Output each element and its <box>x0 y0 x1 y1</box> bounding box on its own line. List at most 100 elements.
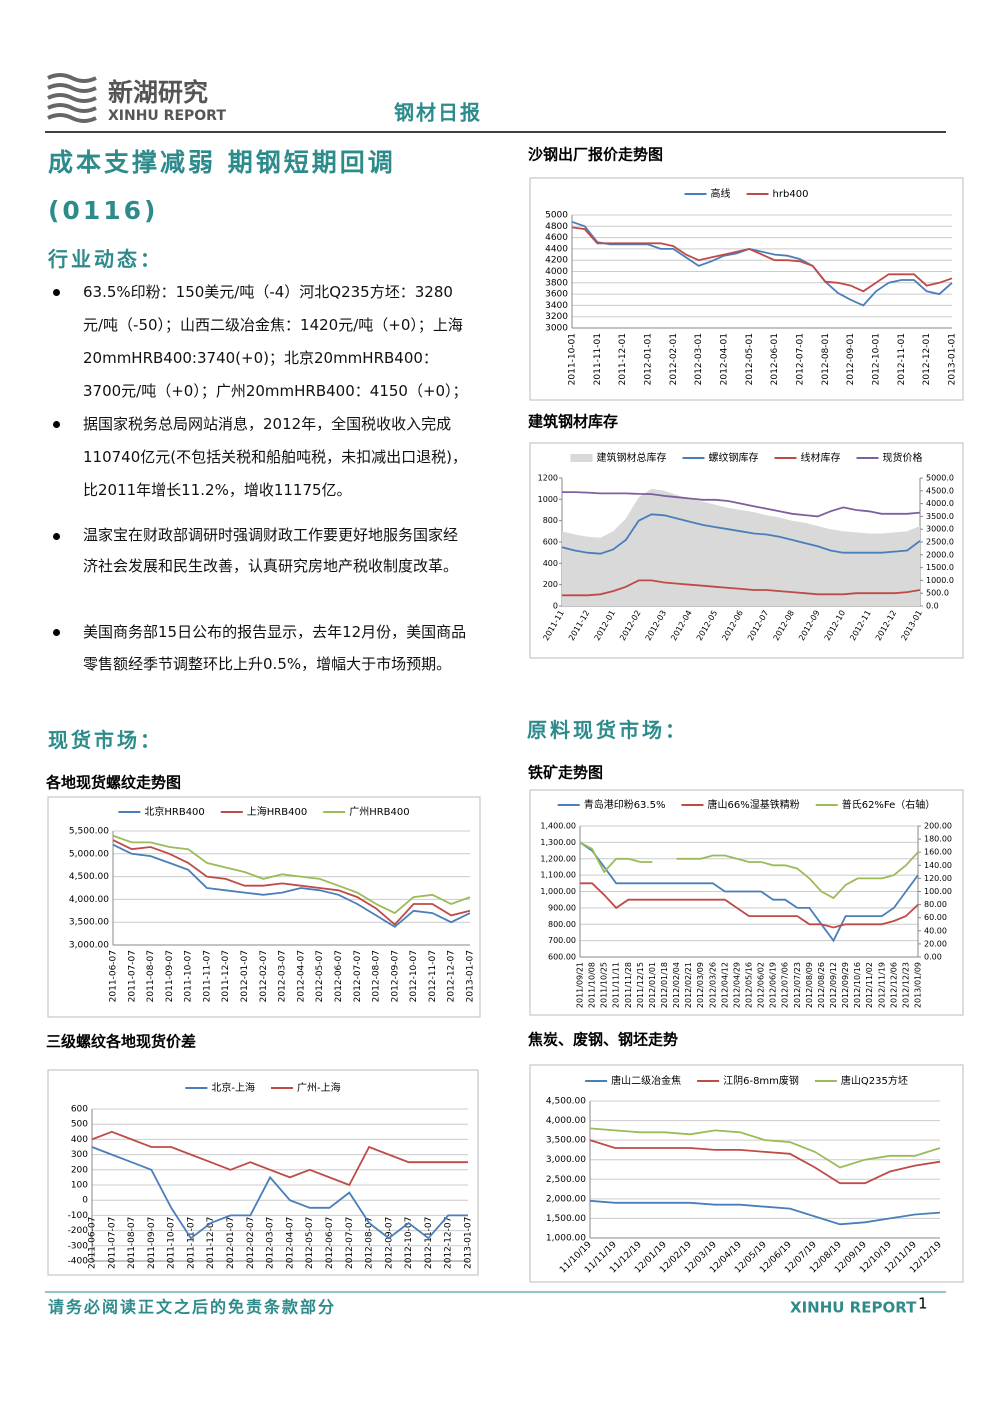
y2-tick-label: 120.00 <box>924 874 952 883</box>
y-tick-label: 600.00 <box>548 953 576 962</box>
series-line <box>561 513 921 555</box>
legend-label: 唐山Q235方坯 <box>841 1074 908 1087</box>
x-tick-label: 2011-12-07 <box>206 1217 216 1269</box>
y-tick-label: 1,300.00 <box>540 838 576 847</box>
legend-label: 线材库存 <box>801 451 841 464</box>
x-tick-label: 2012-01-07 <box>240 950 250 1002</box>
y-tick-label: 300 <box>71 1150 88 1160</box>
legend-label: 普氏62%Fe（右轴） <box>842 798 936 811</box>
chart-frame <box>529 1064 964 1283</box>
y-tick-label: 3,000.00 <box>546 1155 586 1165</box>
y-tick-label: 3400 <box>545 301 568 311</box>
series-line <box>91 1130 468 1187</box>
x-tick-label: 2012-01-07 <box>226 1217 236 1269</box>
x-tick-label: 2012-11-01 <box>897 333 907 385</box>
x-tick-label: 2013-01-07 <box>466 950 476 1002</box>
x-tick-label: 2012-02-07 <box>246 1217 256 1269</box>
x-tick-label: 2012/09/29 <box>841 962 850 1008</box>
y-tick-label: 4,500.00 <box>546 1097 586 1107</box>
y-tick-label: -100 <box>68 1211 89 1221</box>
x-tick-label: 2012/12/23 <box>901 962 910 1008</box>
x-tick-label: 2011-06-07 <box>109 950 119 1002</box>
series-line <box>112 839 471 926</box>
y2-tick-label: 2500.0 <box>926 538 954 547</box>
chart-title: 各地现货螺纹走势图 <box>45 774 181 792</box>
series-line <box>579 841 919 900</box>
legend-label: 广州HRB400 <box>349 806 409 818</box>
y2-tick-label: 140.00 <box>924 861 952 870</box>
y-tick-label: -400 <box>68 1257 89 1267</box>
chart-frame <box>47 1069 479 1276</box>
legend: 北京-上海 广州-上海 <box>185 1081 341 1094</box>
series-line <box>579 841 919 943</box>
x-tick-label: 2011-08-07 <box>127 1217 137 1269</box>
x-tick-label: 2012-03-01 <box>694 333 704 385</box>
chart-title: 建筑钢材库存 <box>528 413 618 431</box>
x-tick-label: 2012/02/21 <box>684 962 693 1008</box>
legend-label: 广州-上海 <box>297 1081 341 1094</box>
y2-tick-label: 500.0 <box>926 589 949 598</box>
x-tick-label: 2011-11-07 <box>202 950 212 1002</box>
x-tick-label: 2012-01-01 <box>644 333 654 385</box>
x-tick-label: 2012-10-01 <box>872 333 882 385</box>
x-tick-label: 2012/03/26 <box>708 962 717 1008</box>
y-tick-label: 400 <box>543 559 558 568</box>
y2-tick-label: 60.00 <box>924 913 947 922</box>
y2-tick-label: 2000.0 <box>926 550 954 559</box>
y-tick-label: 1,000.00 <box>546 1234 586 1244</box>
x-tick-label: 2012-04-01 <box>720 333 730 385</box>
y2-tick-label: 200.00 <box>924 822 952 831</box>
y-tick-label: -200 <box>68 1226 89 1236</box>
x-tick-label: 2012-05-07 <box>305 1217 315 1269</box>
x-tick-label: 2012-03-07 <box>278 950 288 1002</box>
logo-mark <box>47 73 97 123</box>
bullet: 据国家税务总局网站消息，2012年，全国税收收入完成110740亿元(不包括关税… <box>48 408 468 507</box>
x-tick-label: 2012-04-07 <box>296 950 306 1002</box>
y-tick-label: 500 <box>71 1120 88 1130</box>
series-line <box>589 1127 941 1169</box>
y2-tick-label: 100.00 <box>924 887 952 896</box>
x-tick-label: 2011-07-07 <box>127 950 137 1002</box>
x-tick-label: 2012/06/02 <box>757 962 766 1008</box>
legend-label: 青岛港印粉63.5% <box>584 798 666 811</box>
footer-brand: XINHU REPORT <box>790 1299 917 1317</box>
bullet: 63.5%印粉：150美元/吨（-4）河北Q235方坯：3280元/吨（-50）… <box>48 276 468 408</box>
x-tick-label: 2011-10-07 <box>167 1217 177 1269</box>
x-tick-label: 2012-06-07 <box>325 1217 335 1269</box>
legend-label: 北京-上海 <box>211 1081 255 1094</box>
x-tick-label: 2012/07/06 <box>781 962 790 1008</box>
y-tick-label: 2,500.00 <box>546 1175 586 1185</box>
y-tick-label: 4,000.00 <box>546 1116 586 1126</box>
x-tick-label: 2012-07-07 <box>353 950 363 1002</box>
section-heading: 行业动态： <box>48 247 163 271</box>
y2-tick-label: 3500.0 <box>926 512 954 521</box>
headline: 成本支撑减弱 期钢短期回调 <box>48 148 396 177</box>
x-tick-label: 2011-08-07 <box>146 950 156 1002</box>
x-tick-label: 2012-08-07 <box>365 1217 375 1269</box>
x-tick-label: 2011-10-07 <box>184 950 194 1002</box>
logo-en: XINHU REPORT <box>108 108 226 124</box>
x-tick-label: 2012/03/09 <box>696 962 705 1008</box>
y-tick-label: 0 <box>553 602 558 611</box>
chart-title: 焦炭、废钢、钢坯走势 <box>527 1031 678 1049</box>
x-tick-label: 2012-10-07 <box>404 1217 414 1269</box>
y-tick-label: 3,000.00 <box>69 941 109 951</box>
y-tick-label: 1,000.00 <box>540 887 576 896</box>
x-tick-label: 2012-09-01 <box>846 333 856 385</box>
legend-label: 建筑钢材总库存 <box>597 451 667 464</box>
y-tick-label: 3,500.00 <box>546 1136 586 1146</box>
x-tick-label: 2011-10-01 <box>568 333 578 385</box>
y-tick-label: 900.00 <box>548 903 576 912</box>
y-tick-label: 3800 <box>545 278 568 288</box>
x-tick-label: 2011-12-07 <box>221 950 231 1002</box>
series-line <box>112 843 471 928</box>
y2-tick-label: 80.00 <box>924 900 947 909</box>
y2-tick-label: 1000.0 <box>926 576 954 585</box>
y2-tick-label: 20.00 <box>924 939 947 948</box>
bullet-text: 美国商务部15日公布的报告显示，去年12月份，美国商品零售额经季节调整环比上升0… <box>83 623 467 673</box>
bullet: 美国商务部15日公布的报告显示，去年12月份，美国商品零售额经季节调整环比上升0… <box>48 616 468 680</box>
x-tick-label: 2011-09-07 <box>147 1217 157 1269</box>
x-tick-label: 2012-02-07 <box>259 950 269 1002</box>
x-tick-label: 2011/12/15 <box>636 962 645 1008</box>
